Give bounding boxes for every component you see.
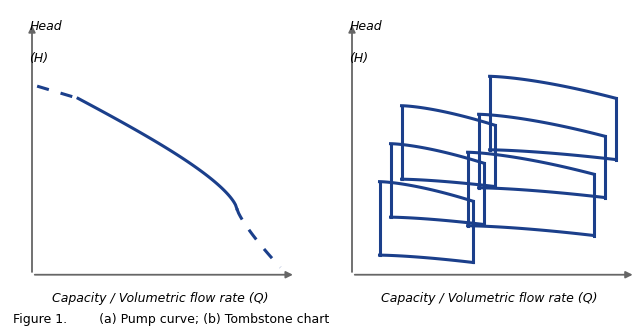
Text: Head: Head bbox=[29, 20, 62, 33]
Text: (H): (H) bbox=[29, 52, 49, 65]
Text: Figure 1.        (a) Pump curve; (b) Tombstone chart: Figure 1. (a) Pump curve; (b) Tombstone … bbox=[13, 313, 329, 326]
Text: Capacity / Volumetric flow rate (Q): Capacity / Volumetric flow rate (Q) bbox=[381, 292, 598, 305]
Text: Capacity / Volumetric flow rate (Q): Capacity / Volumetric flow rate (Q) bbox=[52, 292, 268, 305]
Text: Head: Head bbox=[349, 20, 382, 33]
Text: (H): (H) bbox=[349, 52, 369, 65]
